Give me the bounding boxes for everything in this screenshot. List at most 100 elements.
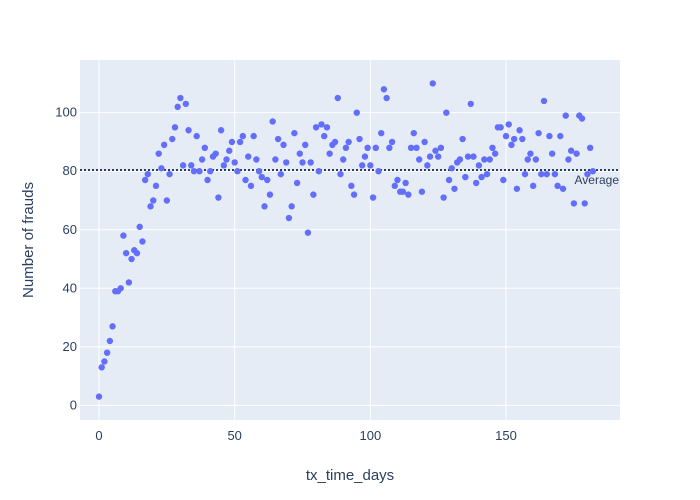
data-point bbox=[497, 124, 504, 131]
data-point bbox=[125, 279, 133, 286]
data-point bbox=[247, 182, 255, 190]
data-point bbox=[394, 176, 401, 184]
data-point bbox=[302, 141, 309, 149]
data-point bbox=[519, 135, 526, 143]
data-point bbox=[557, 132, 564, 140]
data-point bbox=[253, 156, 260, 163]
data-point bbox=[182, 100, 190, 108]
data-point bbox=[269, 118, 276, 125]
data-point bbox=[155, 150, 162, 157]
y-axis-title: Number of frauds bbox=[20, 182, 37, 298]
average-annotation: Average bbox=[575, 173, 620, 187]
data-point bbox=[472, 179, 480, 187]
data-point bbox=[540, 97, 548, 105]
data-point bbox=[348, 182, 355, 190]
data-point bbox=[559, 185, 567, 192]
data-point bbox=[217, 127, 225, 134]
data-point bbox=[369, 194, 377, 201]
data-point bbox=[448, 165, 455, 172]
data-point bbox=[502, 132, 510, 140]
data-point bbox=[196, 168, 203, 175]
data-point bbox=[562, 112, 569, 119]
data-point bbox=[264, 176, 271, 184]
data-point bbox=[464, 153, 472, 160]
data-point bbox=[391, 182, 398, 190]
data-point bbox=[489, 144, 496, 152]
data-point bbox=[415, 156, 423, 163]
x-tick-label: 150 bbox=[495, 428, 517, 443]
data-point bbox=[109, 323, 116, 330]
data-point bbox=[185, 127, 192, 134]
data-point bbox=[543, 170, 550, 178]
data-point bbox=[139, 238, 146, 245]
data-point bbox=[524, 156, 531, 163]
data-point bbox=[321, 132, 328, 140]
data-point bbox=[410, 129, 417, 137]
data-point bbox=[158, 165, 165, 172]
data-point bbox=[359, 162, 366, 169]
y-tick-label: 60 bbox=[63, 222, 77, 237]
data-point bbox=[274, 135, 282, 143]
data-point bbox=[405, 191, 412, 198]
data-point bbox=[285, 214, 293, 222]
data-point bbox=[215, 194, 222, 201]
data-point bbox=[399, 188, 407, 195]
data-point bbox=[361, 153, 369, 160]
data-point bbox=[152, 182, 160, 190]
data-point bbox=[212, 150, 219, 157]
data-point bbox=[353, 109, 360, 116]
y-tick-label: 20 bbox=[63, 339, 77, 354]
data-point bbox=[179, 162, 187, 169]
data-points bbox=[95, 80, 597, 400]
data-point bbox=[95, 393, 103, 400]
data-point bbox=[188, 162, 195, 169]
data-point bbox=[291, 129, 298, 137]
data-point bbox=[323, 124, 331, 131]
x-tick-label: 50 bbox=[227, 428, 241, 443]
data-point bbox=[245, 153, 252, 160]
data-point bbox=[481, 156, 488, 163]
data-point bbox=[516, 127, 523, 134]
data-point bbox=[261, 203, 268, 210]
data-point bbox=[250, 132, 257, 140]
tick-labels: 0 50 100 150 0 20 40 60 80 100 bbox=[55, 105, 517, 443]
data-point bbox=[475, 162, 483, 169]
data-point bbox=[169, 135, 176, 143]
data-point bbox=[491, 150, 499, 157]
data-point bbox=[424, 162, 431, 169]
data-point bbox=[456, 156, 464, 163]
data-point bbox=[239, 132, 247, 140]
data-point bbox=[462, 173, 469, 181]
data-point bbox=[505, 121, 512, 128]
data-point bbox=[226, 147, 233, 154]
data-point bbox=[106, 337, 114, 345]
data-point bbox=[584, 170, 591, 178]
x-tick-label: 100 bbox=[360, 428, 382, 443]
data-point bbox=[307, 159, 314, 166]
data-point bbox=[437, 144, 445, 152]
data-point bbox=[510, 135, 518, 143]
data-point bbox=[198, 156, 206, 163]
data-point bbox=[451, 185, 458, 192]
data-point bbox=[266, 191, 274, 198]
data-point bbox=[312, 124, 320, 131]
data-point bbox=[421, 138, 428, 146]
plot-area bbox=[80, 60, 620, 420]
data-point bbox=[128, 255, 135, 263]
data-point bbox=[304, 229, 312, 236]
data-point bbox=[478, 173, 485, 181]
x-axis-title: tx_time_days bbox=[306, 467, 394, 484]
data-point bbox=[426, 153, 434, 160]
data-point bbox=[147, 203, 154, 210]
data-point bbox=[277, 170, 285, 178]
data-point bbox=[177, 94, 184, 102]
data-point bbox=[201, 144, 209, 152]
data-point bbox=[532, 156, 540, 163]
data-point bbox=[101, 358, 108, 365]
data-point bbox=[513, 185, 521, 192]
data-point bbox=[223, 156, 230, 163]
data-point bbox=[386, 144, 393, 152]
data-point bbox=[546, 132, 553, 140]
